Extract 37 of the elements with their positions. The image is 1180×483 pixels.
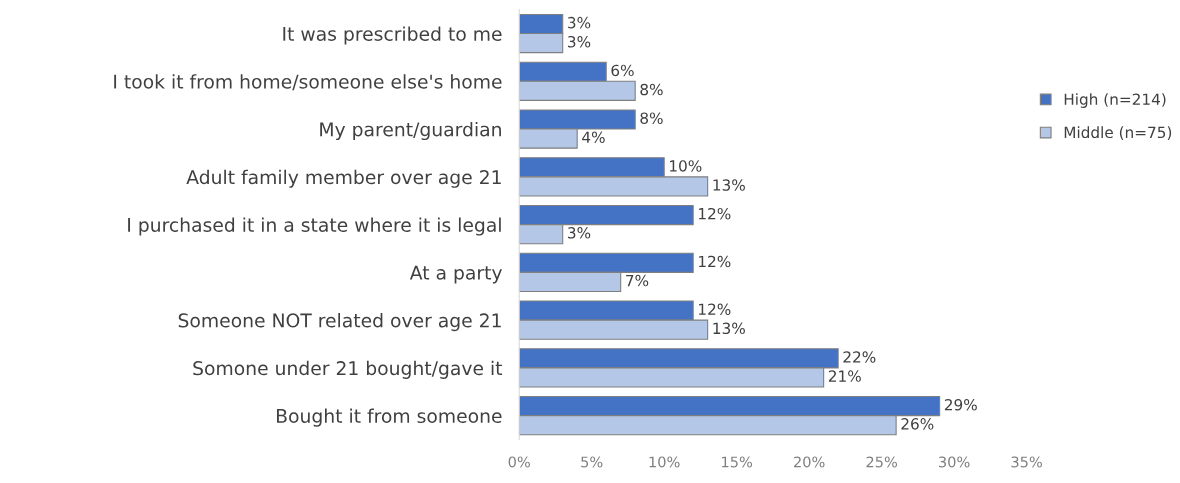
y-tick-label: Adult family member over age 21 (186, 169, 501, 188)
x-tick-label: 5% (581, 456, 603, 468)
y-tick-label: I took it from home/someone else's home (114, 74, 502, 91)
data-label: 29% (944, 398, 977, 411)
data-label: 8% (640, 112, 663, 124)
y-tick-label: It was prescribed to me (283, 26, 502, 45)
x-tick-label: 10% (649, 456, 680, 468)
x-tick-label: 20% (794, 456, 825, 468)
data-label: 12% (699, 207, 731, 220)
x-tick-label: 0% (508, 456, 530, 468)
data-label: 13% (713, 322, 745, 335)
data-label: 7% (626, 274, 649, 287)
data-label: 21% (828, 370, 861, 382)
x-tick-label: 25% (866, 456, 898, 468)
y-tick-label: My parent/guardian (320, 121, 501, 141)
data-label: 10% (670, 160, 702, 172)
x-tick-label: 30% (939, 456, 970, 468)
data-label: 6% (611, 64, 634, 77)
data-label: 26% (901, 418, 934, 430)
data-label: 3% (568, 35, 591, 48)
y-tick-label: At a party (409, 265, 502, 284)
data-label: 3% (568, 227, 591, 239)
y-tick-label: Bought it from someone (277, 408, 502, 427)
data-label: 8% (640, 83, 663, 96)
data-label: 3% (568, 16, 591, 29)
x-tick-label: 35% (1011, 456, 1042, 468)
x-tick-label: 15% (722, 456, 753, 468)
y-tick-label: I purchased it in a state where it is legal (128, 217, 501, 236)
data-label: 13% (713, 179, 745, 191)
legend-label: High (n=214) (1064, 93, 1166, 108)
data-label: 4% (582, 131, 605, 144)
data-label: 12% (699, 255, 731, 268)
legend-label: Middle (n=75) (1064, 126, 1172, 140)
data-label: 22% (843, 351, 876, 363)
data-label: 12% (699, 303, 731, 315)
y-tick-label: Someone NOT related over age 21 (178, 313, 501, 332)
y-tick-label: Somone under 21 bought/gave it (193, 360, 503, 379)
